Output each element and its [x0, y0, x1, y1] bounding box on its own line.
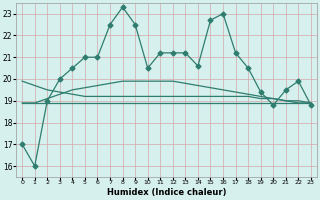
X-axis label: Humidex (Indice chaleur): Humidex (Indice chaleur) [107, 188, 226, 197]
